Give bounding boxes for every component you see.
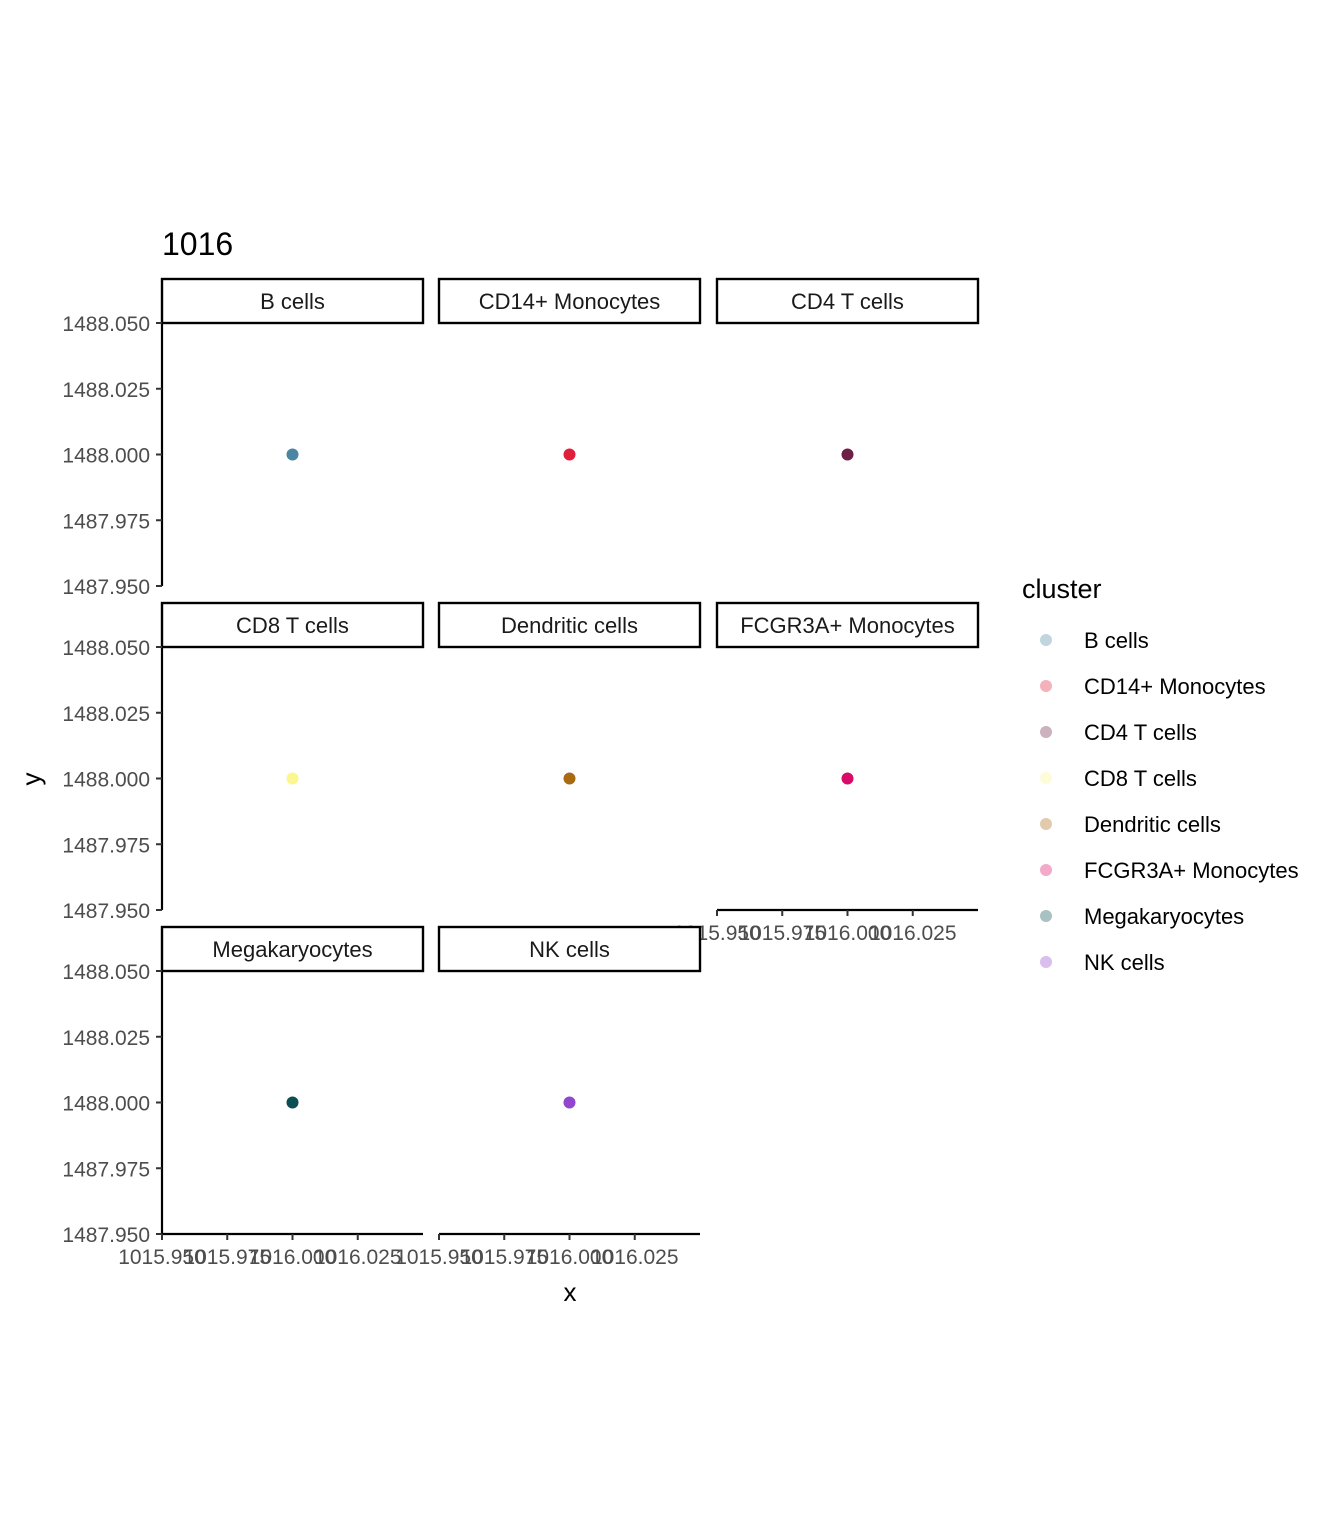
x-axis-title: x	[564, 1277, 577, 1307]
facet-strip-megakaryocytes	[160, 925, 425, 973]
facet-panel-cd4-t-cells: CD4 T cells	[715, 277, 980, 461]
facet-panel-megakaryocytes: Megakaryocytes 1487.950 1487.975 1488.000 14…	[62, 925, 425, 1269]
x-tick-label: 1016.025	[314, 1246, 402, 1269]
data-point-dendritic-cells	[563, 772, 576, 785]
y-tick-label: 1488.025	[62, 379, 150, 402]
y-tick-label: 1488.025	[62, 703, 150, 726]
facet-strip-cd4-t-cells	[715, 277, 980, 325]
x-tick-label: 1015.950	[118, 1246, 206, 1269]
legend-key-nk-cells	[1040, 956, 1052, 968]
x-tick-label: 1016.025	[869, 922, 957, 945]
data-point-b-cells	[286, 448, 299, 461]
y-tick-label: 1487.950	[62, 1224, 150, 1247]
y-tick-label: 1488.025	[62, 1027, 150, 1050]
x-tick-label: 1016.000	[804, 922, 892, 945]
y-tick-label: 1488.000	[62, 769, 150, 792]
facet-panel-fcgr3a-monocytes: FCGR3A+ Monocytes1015.9501015.9751016.00…	[673, 601, 980, 945]
x-tick-label: 1015.950	[395, 1246, 483, 1269]
x-tick-label: 1015.975	[183, 1246, 271, 1269]
y-tick-label: 1487.975	[62, 1158, 150, 1181]
data-point-cd8-t-cells	[286, 772, 299, 785]
data-point-fcgr3a-monocytes	[841, 772, 854, 785]
facet-strip-nk-cells	[437, 925, 702, 973]
legend-key-megakaryocytes	[1040, 910, 1052, 922]
facet-strip-label: CD4 T cells	[791, 289, 904, 314]
facet-strip-cd8-t-cells	[160, 601, 425, 649]
data-point-cd14-monocytes	[563, 448, 576, 461]
legend-label: Megakaryocytes	[1084, 904, 1244, 929]
data-point-nk-cells	[563, 1096, 576, 1109]
facet-strip-label: NK cells	[529, 937, 610, 962]
legend-key-fcgr3a-monocytes	[1040, 864, 1052, 876]
legend-key-cd4-t-cells	[1040, 726, 1052, 738]
legend-entry-b-cells: B cells	[1040, 628, 1149, 653]
legend: B cells CD14+ Monocytes CD4 T cells CD8 T c…	[1040, 628, 1299, 975]
y-tick-label: 1487.950	[62, 900, 150, 923]
y-tick-label: 1488.050	[62, 313, 150, 336]
legend-title: cluster	[1022, 574, 1102, 604]
y-tick-label: 1488.050	[62, 961, 150, 984]
facet-strip-label: FCGR3A+ Monocytes	[740, 613, 955, 638]
legend-label: B cells	[1084, 628, 1149, 653]
legend-key-dendritic-cells	[1040, 818, 1052, 830]
y-tick-label: 1488.050	[62, 637, 150, 660]
facet-strip-fcgr3a-monocytes	[715, 601, 980, 649]
facet-panel-dendritic-cells: Dendritic cells	[437, 601, 702, 785]
chart-title: 1016	[162, 226, 233, 262]
facet-panel-cd14-monocytes: CD14+ Monocytes	[437, 277, 702, 461]
legend-label: CD14+ Monocytes	[1084, 674, 1266, 699]
facet-strip-label: Dendritic cells	[501, 613, 638, 638]
legend-label: FCGR3A+ Monocytes	[1084, 858, 1299, 883]
legend-key-b-cells	[1040, 634, 1052, 646]
legend-key-cd14-monocytes	[1040, 680, 1052, 692]
data-point-megakaryocytes	[286, 1096, 299, 1109]
y-axis-title: y	[16, 773, 46, 786]
y-tick-label: 1487.950	[62, 576, 150, 599]
legend-label: CD8 T cells	[1084, 766, 1197, 791]
facet-strip-label: CD14+ Monocytes	[479, 289, 661, 314]
legend-entry-cd8-t-cells: CD8 T cells	[1040, 766, 1197, 791]
legend-key-cd8-t-cells	[1040, 772, 1052, 784]
y-tick-label: 1487.975	[62, 834, 150, 857]
facet-strip-label: CD8 T cells	[236, 613, 349, 638]
facet-strip-b-cells	[160, 277, 425, 325]
facet-panels: B cells 1487.950 1487.975 1488.000 1488.025 1…	[62, 277, 980, 1269]
legend-entry-dendritic-cells: Dendritic cells	[1040, 812, 1221, 837]
legend-label: Dendritic cells	[1084, 812, 1221, 837]
x-tick-label: 1015.975	[738, 922, 826, 945]
y-tick-label: 1487.975	[62, 510, 150, 533]
legend-entry-cd4-t-cells: CD4 T cells	[1040, 720, 1197, 745]
facet-strip-dendritic-cells	[437, 601, 702, 649]
facet-panel-b-cells: B cells 1487.950 1487.975 1488.000 1488.025 1…	[62, 277, 425, 599]
x-tick-label: 1016.000	[526, 1246, 614, 1269]
legend-label: CD4 T cells	[1084, 720, 1197, 745]
legend-entry-megakaryocytes: Megakaryocytes	[1040, 904, 1244, 929]
x-tick-label: 1016.025	[591, 1246, 679, 1269]
x-tick-label: 1015.975	[460, 1246, 548, 1269]
legend-label: NK cells	[1084, 950, 1165, 975]
legend-entry-nk-cells: NK cells	[1040, 950, 1165, 975]
facet-strip-label: B cells	[260, 289, 325, 314]
facet-strip-cd14-monocytes	[437, 277, 702, 325]
legend-entry-fcgr3a-monocytes: FCGR3A+ Monocytes	[1040, 858, 1299, 883]
y-tick-label: 1488.000	[62, 1093, 150, 1116]
data-point-cd4-t-cells	[841, 448, 854, 461]
facet-panel-cd8-t-cells: CD8 T cells 1487.950 1487.975 1488.000 1488.…	[62, 601, 425, 923]
legend-entry-cd14-monocytes: CD14+ Monocytes	[1040, 674, 1266, 699]
facet-strip-label: Megakaryocytes	[212, 937, 372, 962]
x-tick-label: 1016.000	[249, 1246, 337, 1269]
y-tick-label: 1488.000	[62, 445, 150, 468]
